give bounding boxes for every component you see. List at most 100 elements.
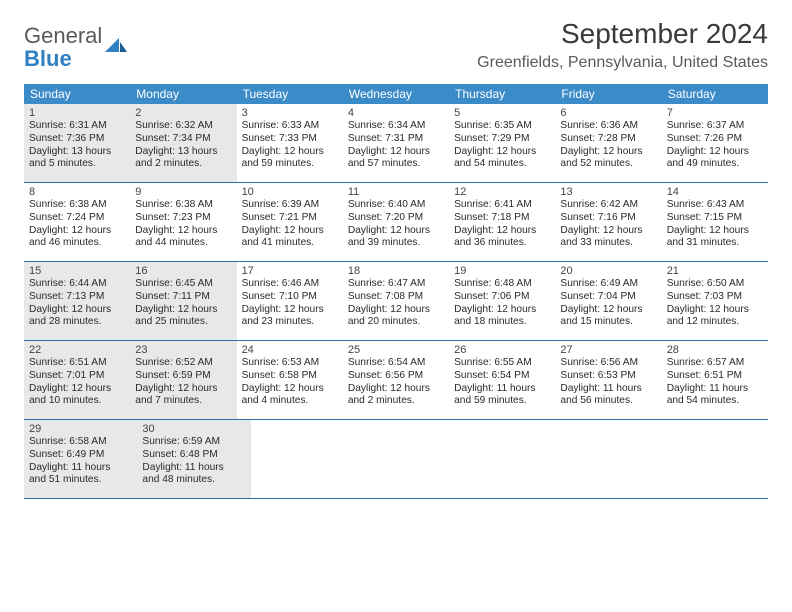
day-cell: 13Sunrise: 6:42 AMSunset: 7:16 PMDayligh… xyxy=(555,183,661,261)
sunrise: Sunrise: 6:35 AM xyxy=(454,120,550,133)
day-cell: 25Sunrise: 6:54 AMSunset: 6:56 PMDayligh… xyxy=(343,341,449,419)
calendar: SundayMondayTuesdayWednesdayThursdayFrid… xyxy=(24,84,768,499)
day-cell: 6Sunrise: 6:36 AMSunset: 7:28 PMDaylight… xyxy=(555,104,661,182)
sunset: Sunset: 7:20 PM xyxy=(348,212,444,225)
daylight-1: Daylight: 11 hours xyxy=(454,383,550,396)
day-cell: 8Sunrise: 6:38 AMSunset: 7:24 PMDaylight… xyxy=(24,183,130,261)
sunrise: Sunrise: 6:51 AM xyxy=(29,357,125,370)
day-number: 18 xyxy=(348,265,444,277)
week-row: 22Sunrise: 6:51 AMSunset: 7:01 PMDayligh… xyxy=(24,341,768,420)
daylight-1: Daylight: 12 hours xyxy=(454,146,550,159)
month-title: September 2024 xyxy=(477,18,768,50)
daylight-1: Daylight: 12 hours xyxy=(454,225,550,238)
day-number: 20 xyxy=(560,265,656,277)
daylight-2: and 36 minutes. xyxy=(454,237,550,250)
day-number: 10 xyxy=(242,186,338,198)
sunrise: Sunrise: 6:40 AM xyxy=(348,199,444,212)
daylight-1: Daylight: 11 hours xyxy=(142,462,245,475)
sunset: Sunset: 7:15 PM xyxy=(667,212,763,225)
sunrise: Sunrise: 6:53 AM xyxy=(242,357,338,370)
daylight-1: Daylight: 12 hours xyxy=(560,146,656,159)
sunset: Sunset: 6:51 PM xyxy=(667,370,763,383)
sunset: Sunset: 6:58 PM xyxy=(242,370,338,383)
daylight-2: and 2 minutes. xyxy=(135,158,231,171)
sunrise: Sunrise: 6:38 AM xyxy=(29,199,125,212)
empty-cell xyxy=(458,420,561,498)
daylight-2: and 18 minutes. xyxy=(454,316,550,329)
sunrise: Sunrise: 6:31 AM xyxy=(29,120,125,133)
sunset: Sunset: 7:21 PM xyxy=(242,212,338,225)
sunrise: Sunrise: 6:41 AM xyxy=(454,199,550,212)
daylight-2: and 59 minutes. xyxy=(454,395,550,408)
sunset: Sunset: 7:04 PM xyxy=(560,291,656,304)
daylight-2: and 48 minutes. xyxy=(142,474,245,487)
daylight-1: Daylight: 11 hours xyxy=(29,462,132,475)
daylight-2: and 7 minutes. xyxy=(135,395,231,408)
day-number: 22 xyxy=(29,344,125,356)
sunset: Sunset: 7:06 PM xyxy=(454,291,550,304)
daylight-2: and 57 minutes. xyxy=(348,158,444,171)
day-number: 1 xyxy=(29,107,125,119)
daylight-2: and 56 minutes. xyxy=(560,395,656,408)
day-number: 19 xyxy=(454,265,550,277)
day-number: 5 xyxy=(454,107,550,119)
day-number: 17 xyxy=(242,265,338,277)
daylight-2: and 25 minutes. xyxy=(135,316,231,329)
daylight-2: and 23 minutes. xyxy=(242,316,338,329)
day-number: 12 xyxy=(454,186,550,198)
day-cell: 5Sunrise: 6:35 AMSunset: 7:29 PMDaylight… xyxy=(449,104,555,182)
sunset: Sunset: 6:54 PM xyxy=(454,370,550,383)
daylight-1: Daylight: 12 hours xyxy=(560,225,656,238)
sunrise: Sunrise: 6:45 AM xyxy=(135,278,231,291)
daylight-2: and 10 minutes. xyxy=(29,395,125,408)
daylight-2: and 20 minutes. xyxy=(348,316,444,329)
weekday-header: Wednesday xyxy=(343,84,449,104)
daylight-1: Daylight: 12 hours xyxy=(348,225,444,238)
day-cell: 20Sunrise: 6:49 AMSunset: 7:04 PMDayligh… xyxy=(555,262,661,340)
daylight-2: and 41 minutes. xyxy=(242,237,338,250)
daylight-1: Daylight: 12 hours xyxy=(667,146,763,159)
logo-text: General Blue xyxy=(24,24,102,70)
sunset: Sunset: 7:16 PM xyxy=(560,212,656,225)
sunrise: Sunrise: 6:37 AM xyxy=(667,120,763,133)
day-number: 15 xyxy=(29,265,125,277)
sunset: Sunset: 7:36 PM xyxy=(29,133,125,146)
daylight-1: Daylight: 12 hours xyxy=(242,383,338,396)
empty-cell xyxy=(665,420,768,498)
sunset: Sunset: 6:56 PM xyxy=(348,370,444,383)
sunrise: Sunrise: 6:46 AM xyxy=(242,278,338,291)
empty-cell xyxy=(251,420,354,498)
day-number: 23 xyxy=(135,344,231,356)
sunrise: Sunrise: 6:33 AM xyxy=(242,120,338,133)
daylight-1: Daylight: 12 hours xyxy=(348,304,444,317)
day-cell: 14Sunrise: 6:43 AMSunset: 7:15 PMDayligh… xyxy=(662,183,768,261)
weekday-header: Sunday xyxy=(24,84,130,104)
day-number: 8 xyxy=(29,186,125,198)
day-number: 2 xyxy=(135,107,231,119)
sunrise: Sunrise: 6:56 AM xyxy=(560,357,656,370)
daylight-1: Daylight: 12 hours xyxy=(29,225,125,238)
daylight-2: and 44 minutes. xyxy=(135,237,231,250)
sunset: Sunset: 7:28 PM xyxy=(560,133,656,146)
sunrise: Sunrise: 6:44 AM xyxy=(29,278,125,291)
daylight-1: Daylight: 11 hours xyxy=(667,383,763,396)
daylight-1: Daylight: 13 hours xyxy=(135,146,231,159)
daylight-1: Daylight: 12 hours xyxy=(667,304,763,317)
daylight-1: Daylight: 12 hours xyxy=(454,304,550,317)
day-cell: 19Sunrise: 6:48 AMSunset: 7:06 PMDayligh… xyxy=(449,262,555,340)
day-cell: 21Sunrise: 6:50 AMSunset: 7:03 PMDayligh… xyxy=(662,262,768,340)
day-cell: 12Sunrise: 6:41 AMSunset: 7:18 PMDayligh… xyxy=(449,183,555,261)
sunset: Sunset: 7:10 PM xyxy=(242,291,338,304)
day-cell: 28Sunrise: 6:57 AMSunset: 6:51 PMDayligh… xyxy=(662,341,768,419)
day-number: 27 xyxy=(560,344,656,356)
daylight-2: and 4 minutes. xyxy=(242,395,338,408)
sunrise: Sunrise: 6:36 AM xyxy=(560,120,656,133)
sunrise: Sunrise: 6:52 AM xyxy=(135,357,231,370)
week-row: 15Sunrise: 6:44 AMSunset: 7:13 PMDayligh… xyxy=(24,262,768,341)
sunset: Sunset: 6:53 PM xyxy=(560,370,656,383)
sunrise: Sunrise: 6:38 AM xyxy=(135,199,231,212)
daylight-2: and 46 minutes. xyxy=(29,237,125,250)
daylight-1: Daylight: 12 hours xyxy=(242,304,338,317)
daylight-1: Daylight: 12 hours xyxy=(135,304,231,317)
daylight-2: and 59 minutes. xyxy=(242,158,338,171)
